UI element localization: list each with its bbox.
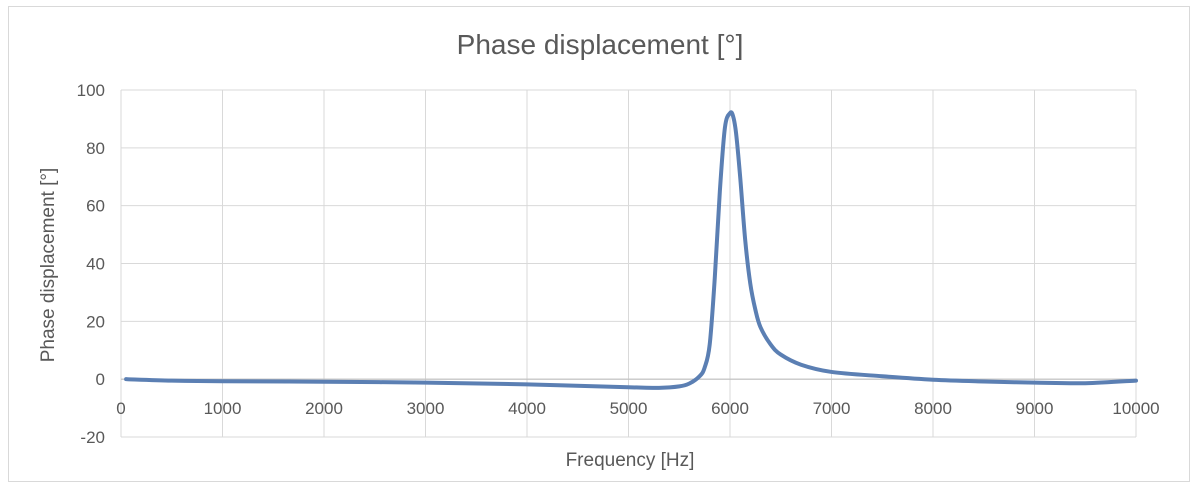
x-tick-label: 3000 xyxy=(407,399,445,418)
x-tick-label: 7000 xyxy=(813,399,851,418)
x-tick-label: 0 xyxy=(116,399,125,418)
y-axis-title: Phase displacement [°] xyxy=(38,168,59,363)
x-tick-label: 9000 xyxy=(1016,399,1054,418)
x-tick-label: 10000 xyxy=(1112,399,1159,418)
y-tick-label: 20 xyxy=(86,312,105,331)
x-tick-label: 1000 xyxy=(204,399,242,418)
x-tick-label: 4000 xyxy=(508,399,546,418)
y-tick-label: 40 xyxy=(86,255,105,274)
y-tick-label: 80 xyxy=(86,139,105,158)
y-tick-label: 100 xyxy=(77,81,105,100)
chart-title: Phase displacement [°] xyxy=(457,29,744,60)
gridlines xyxy=(120,89,1137,438)
y-tick-label: -20 xyxy=(80,428,105,447)
series-line-phase xyxy=(124,110,1138,390)
x-tick-label: 8000 xyxy=(914,399,952,418)
y-tick-label: 0 xyxy=(96,370,105,389)
x-axis-title: Frequency [Hz] xyxy=(566,450,695,471)
chart-frame xyxy=(8,6,1190,482)
x-tick-labels: 0 1000 2000 3000 4000 5000 6000 7000 8000 9000 100… xyxy=(116,399,1159,418)
y-tick-label: 60 xyxy=(86,197,105,216)
x-tick-label: 5000 xyxy=(610,399,648,418)
x-tick-label: 6000 xyxy=(711,399,749,418)
x-tick-label: 2000 xyxy=(305,399,343,418)
y-tick-labels: -20 0 20 40 60 80 100 xyxy=(77,81,105,447)
